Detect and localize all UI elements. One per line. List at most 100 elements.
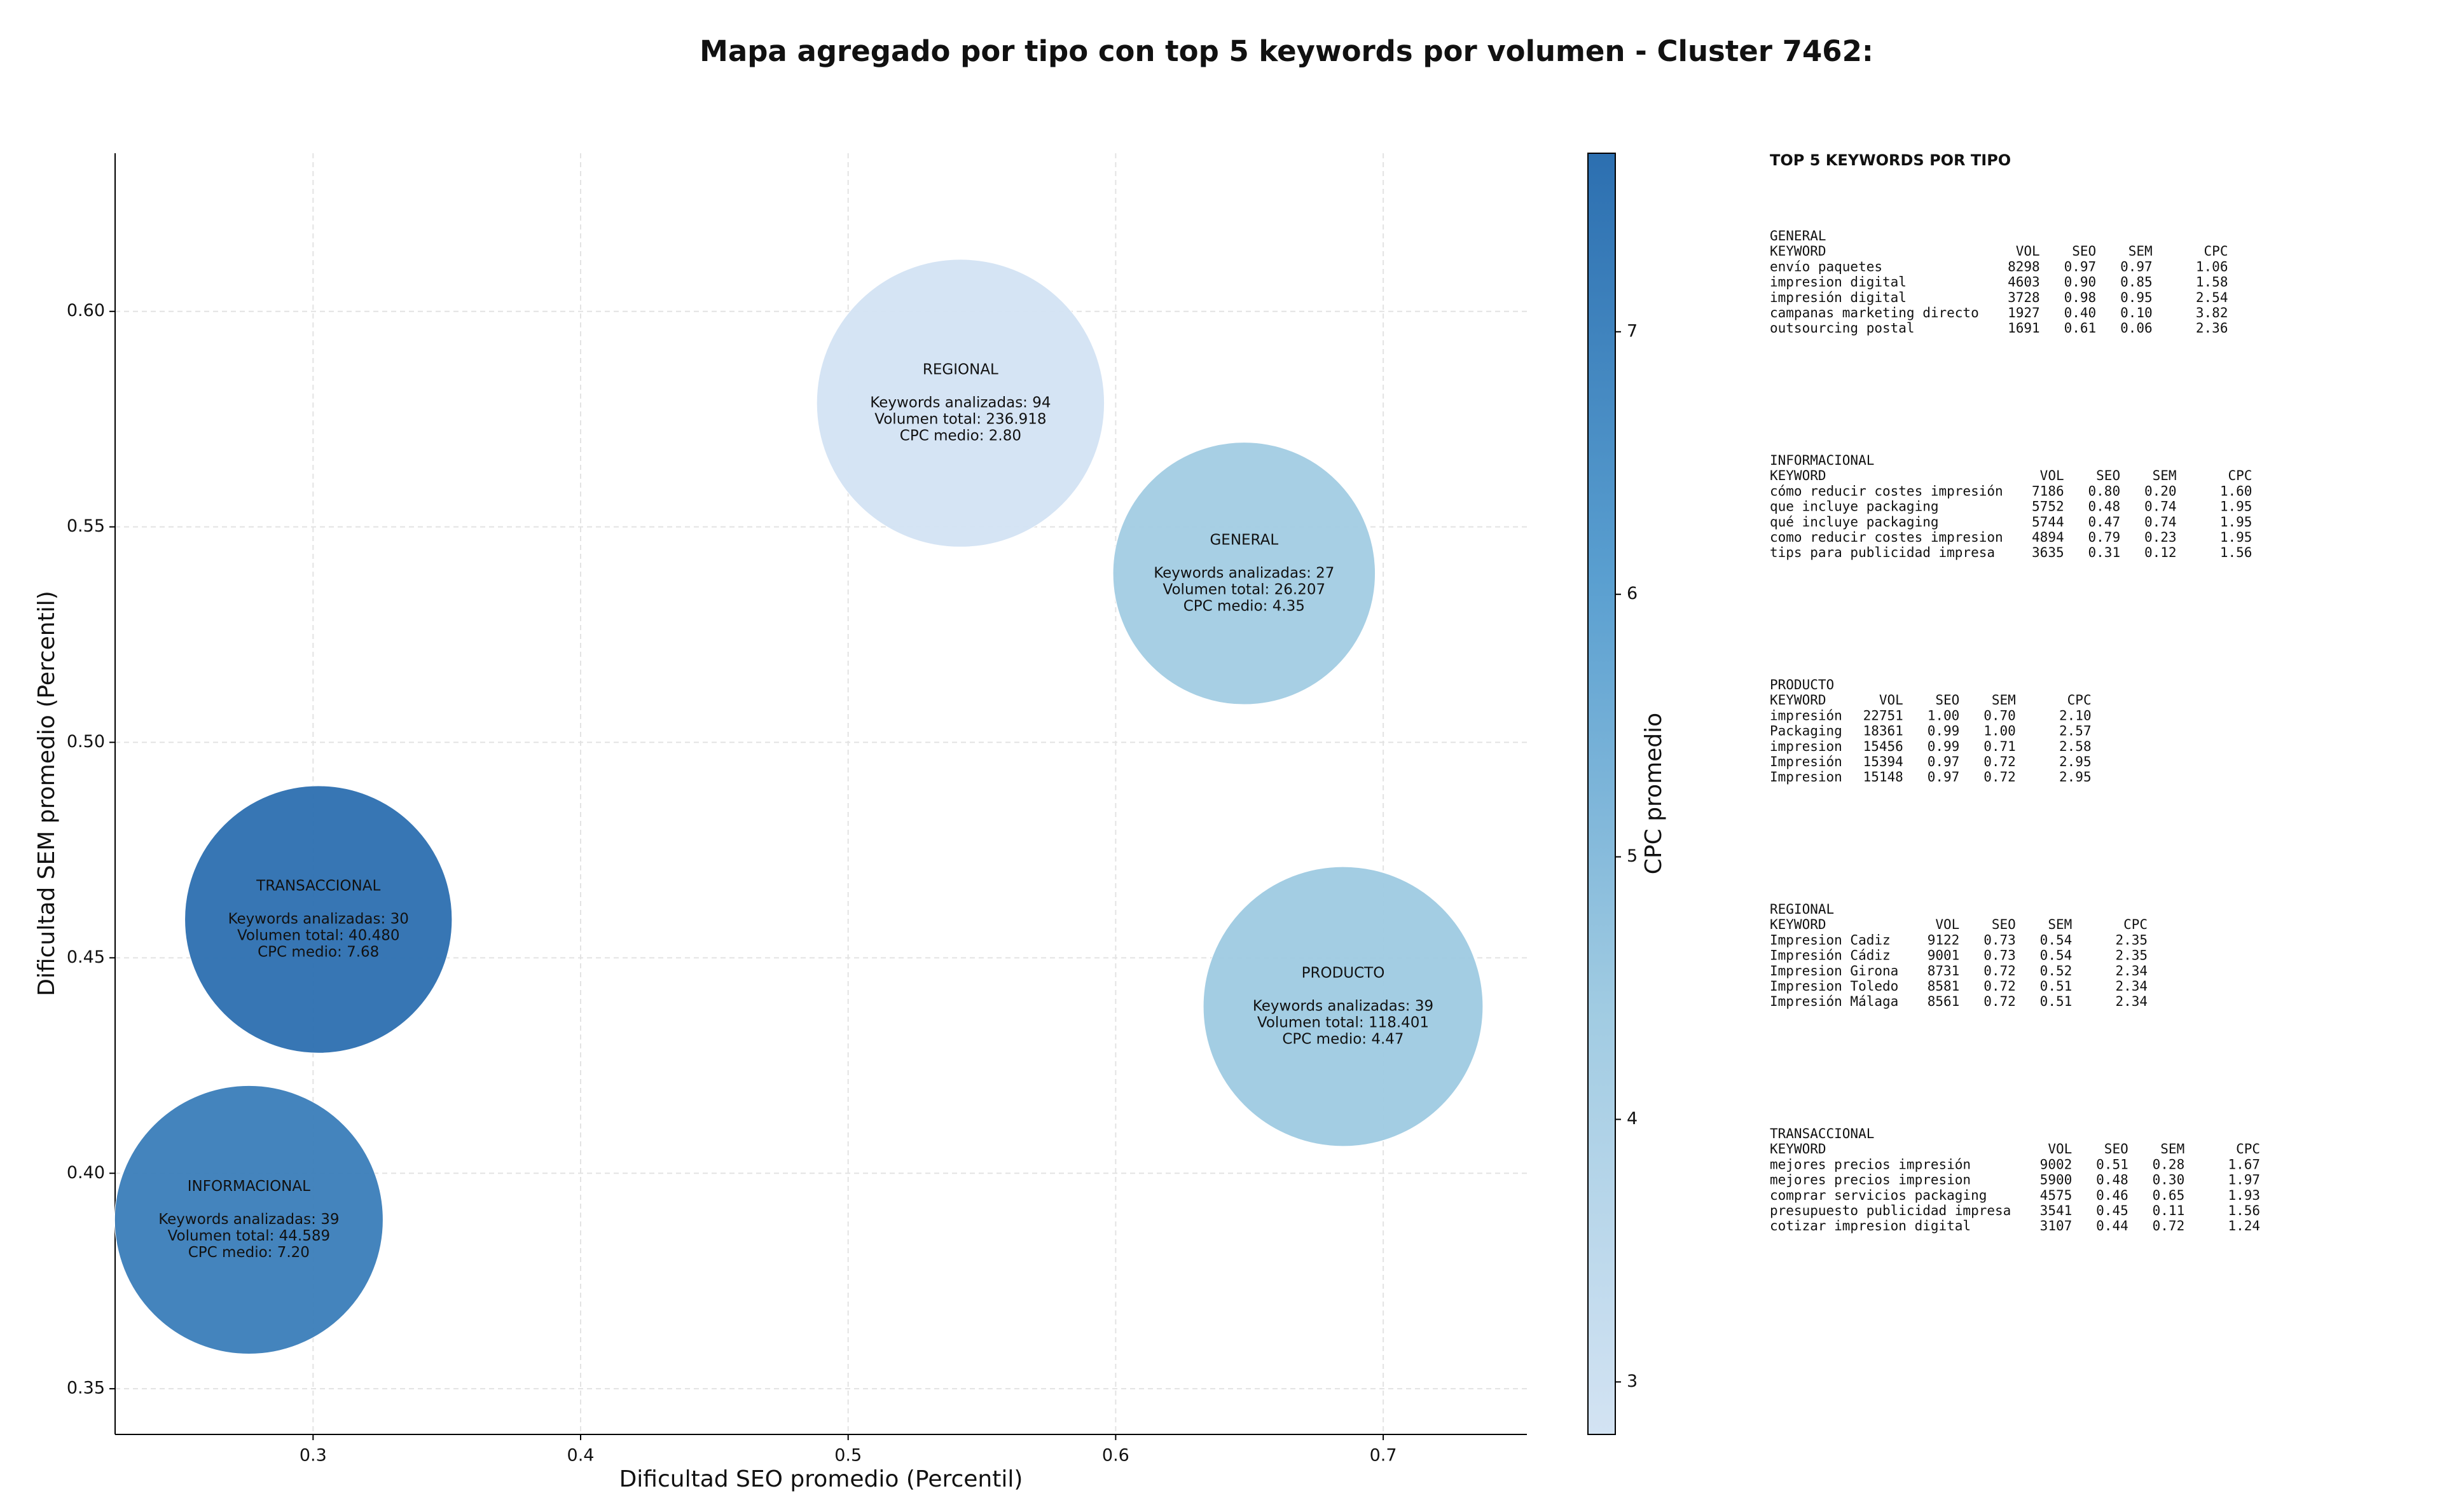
keyword-cell: 0.72: [1983, 994, 2016, 1009]
keyword-cell: 22751: [1863, 708, 1903, 723]
keyword-cell: 4603: [2008, 275, 2040, 290]
keyword-cell: 0.99: [1928, 739, 1960, 754]
group-name: TRANSACCIONAL: [1770, 1126, 1874, 1141]
bubble-detail: CPC medio: 4.35: [1183, 598, 1305, 614]
keyword-cell: Impresion Girona: [1770, 963, 1898, 979]
keyword-cell: 2.95: [2059, 769, 2092, 785]
x-tick-label: 0.4: [567, 1446, 595, 1466]
keyword-cell: 0.46: [2096, 1188, 2128, 1203]
group-name: GENERAL: [1770, 228, 1826, 244]
keyword-cell: 0.10: [2120, 305, 2153, 320]
colorbar-tick-label: 5: [1627, 846, 1638, 866]
keyword-cell: 2.54: [2196, 290, 2228, 305]
column-header: SEO: [2072, 244, 2096, 259]
keyword-cell: 2.34: [2116, 979, 2148, 994]
keyword-cell: 0.44: [2096, 1218, 2128, 1234]
keyword-cell: 1.24: [2228, 1218, 2260, 1234]
keyword-cell: presupuesto publicidad impresa: [1770, 1203, 2011, 1218]
keyword-cell: 0.97: [1928, 769, 1960, 785]
column-header: CPC: [2204, 244, 2228, 259]
colorbar: [1587, 153, 1616, 1435]
keyword-cell: Impresion Cadiz: [1770, 932, 1891, 947]
keyword-cell: 1.56: [2220, 545, 2252, 560]
keyword-cell: 2.34: [2116, 963, 2148, 979]
column-header: KEYWORD: [1770, 468, 1826, 483]
bubble-detail: Volumen total: 44.589: [168, 1228, 331, 1244]
keyword-cell: 0.11: [2153, 1203, 2185, 1218]
bubble-name: PRODUCTO: [1302, 965, 1385, 981]
y-tick-label: 0.40: [67, 1163, 105, 1183]
keyword-cell: 1691: [2008, 320, 2040, 336]
column-header: KEYWORD: [1770, 244, 1826, 259]
bubble-detail: Volumen total: 118.401: [1257, 1014, 1429, 1031]
keyword-cell: 2.35: [2116, 932, 2148, 947]
keyword-cell: 9001: [1928, 948, 1960, 963]
keyword-cell: 0.80: [2088, 483, 2121, 498]
keyword-cell: Packaging: [1770, 724, 1842, 739]
keyword-cell: como reducir costes impresion: [1770, 530, 2003, 545]
keyword-cell: 2.57: [2059, 724, 2092, 739]
bubble: [1203, 866, 1484, 1147]
keyword-cell: 7186: [2032, 483, 2064, 498]
keyword-cell: impresión digital: [1770, 290, 1907, 305]
keyword-cell: 15456: [1863, 739, 1903, 754]
keyword-cell: 1.60: [2220, 483, 2252, 498]
keyword-cell: Impresión Cádiz: [1770, 948, 1891, 963]
bubble-detail: CPC medio: 7.68: [258, 944, 379, 961]
group-name: PRODUCTO: [1770, 677, 1834, 692]
keyword-cell: 15394: [1863, 754, 1903, 769]
keyword-cell: 0.48: [2096, 1172, 2128, 1188]
keyword-cell: 0.71: [1983, 739, 2016, 754]
keyword-cell: 0.48: [2088, 499, 2121, 514]
keyword-cell: cómo reducir costes impresión: [1770, 483, 2003, 498]
column-header: CPC: [2067, 692, 2092, 708]
keyword-cell: 0.61: [2064, 320, 2097, 336]
keyword-cell: 0.74: [2144, 514, 2177, 530]
column-header: VOL: [2048, 1141, 2072, 1157]
bubble: [816, 259, 1105, 547]
keyword-cell: 0.74: [2144, 499, 2177, 514]
keyword-cell: 2.36: [2196, 320, 2228, 336]
column-header: KEYWORD: [1770, 1141, 1826, 1157]
bubble-name: INFORMACIONAL: [188, 1178, 310, 1195]
keyword-cell: qué incluye packaging: [1770, 514, 1939, 530]
keyword-cell: 1.00: [1928, 708, 1960, 723]
keyword-cell: 15148: [1863, 769, 1903, 785]
keyword-cell: 2.58: [2059, 739, 2092, 754]
keyword-cell: outsourcing postal: [1770, 320, 1915, 336]
bubble-name: REGIONAL: [923, 362, 998, 378]
group-name: REGIONAL: [1770, 902, 1834, 917]
keyword-cell: 0.79: [2088, 530, 2121, 545]
bubble-detail: CPC medio: 7.20: [188, 1244, 310, 1261]
x-tick-label: 0.6: [1102, 1446, 1129, 1466]
bubble: [1112, 442, 1376, 705]
keyword-cell: tips para publicidad impresa: [1770, 545, 1995, 560]
keyword-cell: 0.73: [1983, 932, 2016, 947]
keyword-cell: 0.54: [2040, 948, 2073, 963]
bubble: [114, 1085, 383, 1355]
y-axis-label: Dificultad SEM promedio (Percentil): [34, 591, 60, 996]
keyword-cell: envío paquetes: [1770, 259, 1882, 274]
column-header: SEM: [2048, 917, 2072, 932]
bubble-detail: Volumen total: 236.918: [874, 411, 1046, 428]
keyword-cell: 0.95: [2120, 290, 2153, 305]
keyword-cell: 1.56: [2228, 1203, 2260, 1218]
keyword-cell: 0.47: [2088, 514, 2121, 530]
keyword-cell: 4894: [2032, 530, 2064, 545]
bubble-detail: CPC medio: 4.47: [1282, 1031, 1404, 1047]
column-header: SEM: [2153, 468, 2177, 483]
panel-title: TOP 5 KEYWORDS POR TIPO: [1770, 151, 2011, 169]
keyword-cell: 0.85: [2120, 275, 2153, 290]
column-header: VOL: [2016, 244, 2040, 259]
keyword-cell: impresion: [1770, 739, 1842, 754]
keyword-cell: 0.72: [1983, 769, 2016, 785]
keyword-cell: 2.10: [2059, 708, 2092, 723]
keyword-cell: 0.40: [2064, 305, 2097, 320]
keyword-cell: 0.65: [2153, 1188, 2185, 1203]
keyword-cell: impresión: [1770, 708, 1842, 723]
keyword-cell: Impresion Toledo: [1770, 979, 1898, 994]
keyword-cell: 5744: [2032, 514, 2064, 530]
keyword-cell: 2.34: [2116, 994, 2148, 1009]
keyword-cell: 0.30: [2153, 1172, 2185, 1188]
keyword-cell: Impresión Málaga: [1770, 994, 1898, 1009]
